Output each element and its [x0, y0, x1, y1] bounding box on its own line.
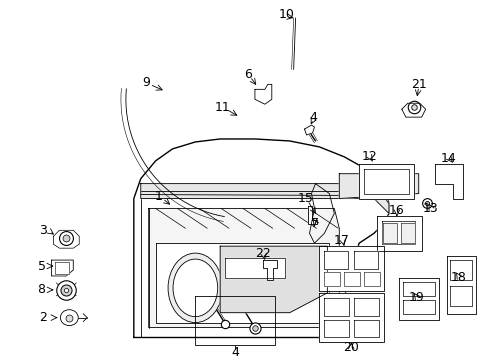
- Polygon shape: [401, 103, 425, 117]
- Polygon shape: [324, 272, 340, 286]
- Text: 4: 4: [309, 111, 317, 123]
- Text: 12: 12: [361, 150, 376, 163]
- Polygon shape: [358, 164, 413, 198]
- Polygon shape: [134, 139, 388, 337]
- Text: 16: 16: [388, 204, 404, 217]
- Text: 4: 4: [231, 346, 239, 359]
- Text: 10: 10: [278, 8, 294, 21]
- Polygon shape: [381, 221, 414, 244]
- Polygon shape: [155, 243, 329, 323]
- Polygon shape: [434, 164, 463, 198]
- Polygon shape: [324, 320, 348, 337]
- Ellipse shape: [173, 259, 217, 317]
- Polygon shape: [304, 125, 314, 135]
- Polygon shape: [319, 293, 383, 342]
- Text: 7: 7: [311, 217, 319, 230]
- Polygon shape: [353, 251, 377, 269]
- Polygon shape: [449, 286, 471, 306]
- Polygon shape: [364, 272, 379, 286]
- Text: 22: 22: [254, 247, 270, 260]
- Polygon shape: [319, 246, 383, 291]
- Text: 13: 13: [422, 202, 438, 215]
- Polygon shape: [53, 230, 79, 248]
- Text: 5: 5: [38, 260, 45, 273]
- Text: 14: 14: [440, 152, 455, 165]
- Polygon shape: [324, 298, 348, 316]
- Text: 21: 21: [410, 78, 426, 91]
- Polygon shape: [324, 251, 347, 269]
- Polygon shape: [353, 320, 378, 337]
- Polygon shape: [51, 260, 73, 276]
- Polygon shape: [364, 169, 408, 194]
- Text: 6: 6: [244, 68, 251, 81]
- Polygon shape: [382, 223, 396, 243]
- Polygon shape: [220, 246, 326, 313]
- Polygon shape: [400, 223, 414, 243]
- Polygon shape: [224, 258, 284, 278]
- Ellipse shape: [168, 253, 222, 323]
- Text: 20: 20: [343, 341, 358, 354]
- Polygon shape: [376, 216, 421, 251]
- Polygon shape: [398, 278, 438, 320]
- Polygon shape: [353, 298, 378, 316]
- Text: 15: 15: [297, 192, 313, 205]
- Ellipse shape: [60, 310, 78, 325]
- Polygon shape: [449, 260, 471, 280]
- Text: 2: 2: [40, 311, 47, 324]
- Text: 18: 18: [449, 271, 466, 284]
- Polygon shape: [339, 174, 418, 198]
- Text: 11: 11: [214, 101, 229, 114]
- Polygon shape: [263, 260, 276, 280]
- Polygon shape: [141, 184, 388, 213]
- Text: 17: 17: [333, 234, 348, 247]
- Polygon shape: [402, 282, 434, 296]
- Polygon shape: [402, 300, 434, 314]
- Polygon shape: [55, 262, 69, 274]
- Text: 19: 19: [408, 291, 424, 304]
- Text: 9: 9: [142, 76, 149, 89]
- Text: 8: 8: [38, 283, 45, 296]
- Polygon shape: [344, 272, 359, 286]
- Text: 1: 1: [154, 190, 162, 203]
- Text: 3: 3: [40, 224, 47, 237]
- Polygon shape: [307, 207, 317, 224]
- Polygon shape: [148, 208, 339, 328]
- Polygon shape: [254, 84, 271, 104]
- Polygon shape: [446, 256, 475, 314]
